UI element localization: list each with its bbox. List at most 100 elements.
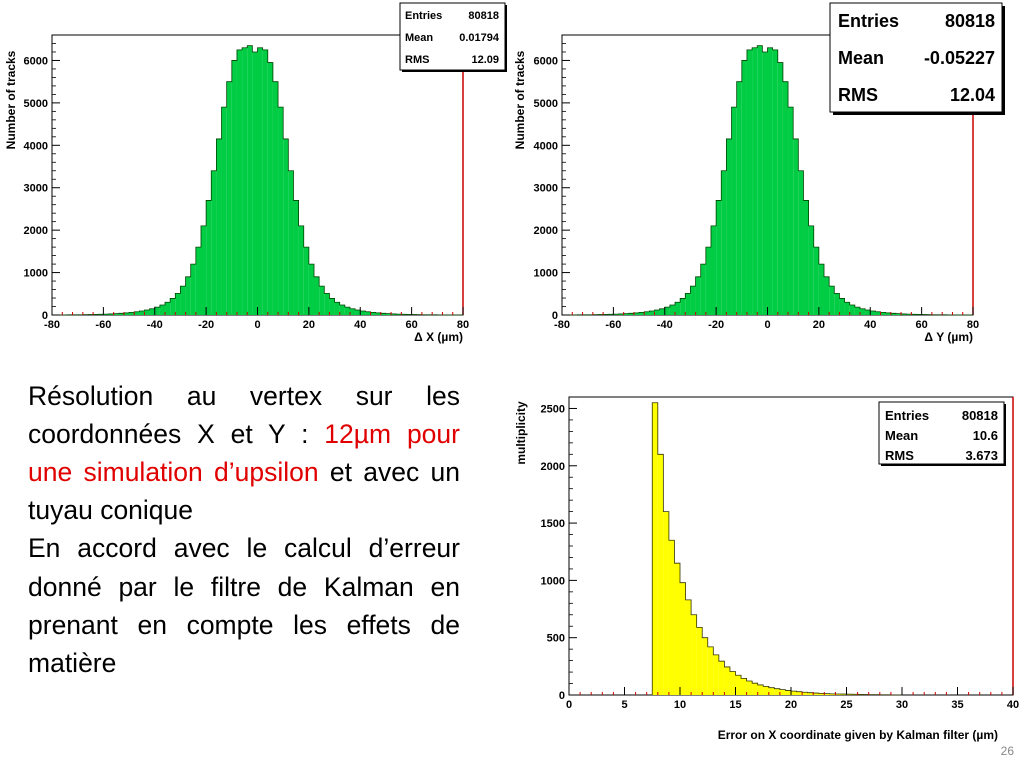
histogram-bar: [200, 225, 207, 315]
y-axis-label: Number of tracks: [513, 50, 527, 149]
histogram-bar: [757, 684, 764, 695]
histogram-bar: [165, 302, 171, 315]
histogram-bar: [231, 60, 237, 315]
histogram-bar: [705, 247, 711, 315]
histogram-bar: [242, 47, 248, 316]
stats-mean-label: Mean: [885, 428, 918, 443]
histogram-bar: [247, 45, 253, 316]
stats-mean-value: 0.01794: [459, 32, 500, 44]
stats-rms-label: RMS: [405, 54, 429, 66]
histogram-bar: [664, 307, 670, 315]
histogram-bar: [649, 310, 655, 315]
histogram-bar: [663, 511, 669, 695]
body-text: Résolution au vertex sur les coordonnées…: [28, 377, 460, 682]
text-kalman: En accord avec le calcul d’erreur donné …: [28, 533, 460, 678]
histogram-bar: [159, 305, 166, 315]
histogram-bar: [272, 81, 279, 316]
histogram-bar: [702, 637, 708, 695]
histogram-bar: [757, 45, 763, 316]
histogram-bar: [788, 107, 794, 315]
histogram-bar: [349, 308, 356, 315]
histogram-bar: [669, 305, 676, 315]
histogram-bar: [113, 313, 119, 315]
histogram-bar: [344, 307, 350, 315]
y-axis-label: Number of tracks: [4, 50, 18, 149]
histogram-bar: [236, 49, 243, 316]
histogram-bar: [380, 313, 386, 315]
histogram-bar: [710, 225, 717, 315]
x-tick-label: -80: [44, 319, 60, 331]
histogram-bar: [293, 200, 299, 315]
x-tick-label: -60: [605, 319, 621, 331]
histogram-bar: [144, 309, 150, 315]
histogram-bar: [365, 311, 371, 315]
histogram-bar: [129, 312, 135, 315]
histogram-bar: [288, 170, 294, 315]
histogram-bar: [700, 264, 706, 315]
x-tick-label: -40: [657, 319, 673, 331]
histogram-bar: [657, 454, 664, 695]
histogram-bar: [901, 313, 907, 315]
stats-mean-label: Mean: [838, 48, 884, 68]
histogram-bar: [391, 313, 397, 315]
histogram-bar: [829, 286, 835, 315]
x-tick-label: 5: [621, 699, 627, 711]
histogram-bar: [785, 690, 791, 695]
histogram-bar: [690, 286, 696, 315]
y-tick-label: 4000: [24, 140, 48, 152]
histogram-bar: [680, 582, 686, 695]
x-tick-label: 40: [1007, 699, 1019, 711]
histogram-outline: [651, 402, 903, 696]
histogram-bar: [639, 312, 645, 315]
histogram-bar: [824, 276, 830, 315]
histogram-bar: [735, 675, 742, 695]
histogram-bar: [859, 308, 866, 315]
histogram-bar: [726, 138, 732, 315]
stats-rms-value: 12.04: [950, 85, 995, 105]
paragraph-kalman: En accord avec le calcul d’erreur donné …: [28, 529, 460, 682]
x-tick-label: 15: [729, 699, 741, 711]
x-axis-label: Δ Y (µm): [924, 330, 973, 344]
histogram-bar: [807, 692, 814, 695]
histogram-bar: [154, 307, 160, 315]
histogram-bar: [741, 60, 747, 315]
x-tick-label: -60: [95, 319, 111, 331]
histogram-bar: [226, 81, 232, 316]
histogram-bar: [718, 661, 725, 695]
histogram-bar: [252, 51, 258, 315]
histogram-bar: [339, 305, 345, 315]
histogram-bar: [257, 47, 263, 316]
stats-entries-value: 80818: [962, 408, 998, 423]
chart-delta-x: -80 -60 -40 -20 0 20 40 60 80 0 1000 2000 3000 4000 50…: [4, 2, 507, 344]
y-tick-label: 1000: [534, 268, 558, 280]
histogram-bar: [736, 81, 742, 316]
histogram-bar: [123, 312, 130, 315]
histogram-bar: [808, 225, 814, 315]
text-resolution-intro: Résolution au vertex sur les coordonnées…: [28, 381, 460, 449]
histogram-bar: [170, 298, 176, 315]
y-tick-label: 3000: [24, 183, 48, 195]
histogram-bar: [849, 305, 855, 315]
x-tick-label: 35: [951, 699, 963, 711]
histogram-bar: [729, 671, 736, 695]
chart-kalman-error: 0 5 10 15 20 25 30 35 40 0 500 1000 1500 2000 2500 mul…: [514, 396, 1019, 742]
histogram-bar: [659, 308, 665, 315]
histogram-bar: [329, 298, 335, 315]
histogram-bar: [134, 311, 140, 315]
chart-delta-y: -80 -60 -40 -20 0 20 40 60 80 0 1000 2000 3000 4000 50…: [513, 2, 1005, 344]
histogram-bar: [906, 314, 912, 315]
y-tick-label: 6000: [534, 55, 558, 67]
histogram-bar: [206, 200, 212, 315]
histogram-bar: [741, 678, 747, 695]
histogram-bar: [190, 264, 196, 315]
histogram-bar: [840, 694, 847, 695]
axes: -80 -60 -40 -20 0 20 40 60 80 0 1000 2000 3000 4000 50…: [534, 34, 979, 331]
histogram-bar: [793, 138, 799, 315]
x-tick-label: -20: [198, 319, 214, 331]
histogram-bar: [774, 688, 780, 695]
histogram-bar: [796, 691, 803, 695]
histogram-bar: [713, 654, 719, 695]
stats-mean-value: 10.6: [973, 428, 998, 443]
histogram-bar: [762, 51, 768, 315]
histogram-bar: [103, 314, 109, 315]
